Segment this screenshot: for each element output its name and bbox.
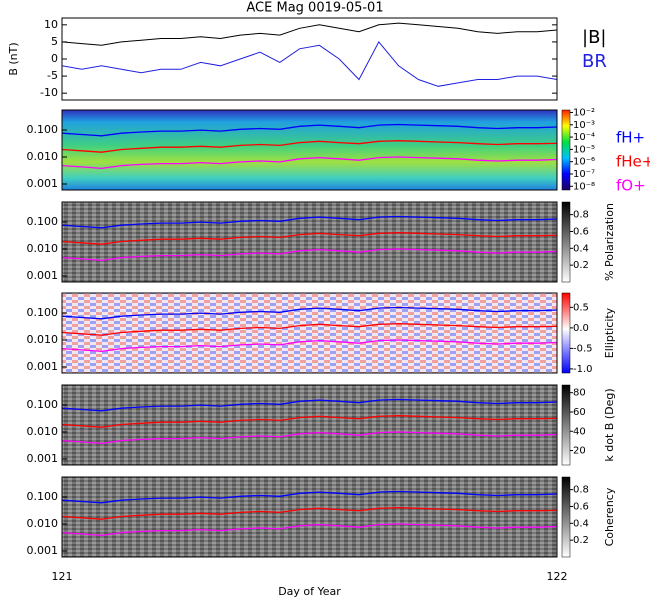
y-tick-label: 0.001 [27, 452, 59, 465]
legend-entry: fHe+ [616, 153, 650, 171]
legend-entry: fO+ [616, 177, 646, 195]
colorbar [561, 384, 571, 466]
colorbar-tick-label: -1.0 [573, 364, 593, 375]
legend-entry: fH+ [616, 129, 645, 147]
colorbar-tick-label: 10⁻⁵ [573, 144, 595, 155]
data-line [61, 215, 558, 229]
plot-frame [61, 201, 558, 283]
colorbar-tick-label: 0.4 [573, 518, 589, 529]
legend-entry: BR [582, 51, 607, 72]
colorbar [561, 109, 571, 191]
data-line [61, 41, 558, 87]
plot-frame [61, 292, 558, 374]
colorbar-tick-label: 10⁻⁸ [573, 181, 595, 192]
data-line [61, 339, 558, 353]
colorbar-tick-label: 10⁻⁶ [573, 157, 595, 168]
spectrogram-image [62, 477, 557, 557]
y-tick-label: -10 [40, 86, 58, 99]
colorbar [561, 201, 571, 283]
data-line [61, 232, 558, 245]
colorbar-tick-label: 10⁻⁷ [573, 169, 595, 180]
y-tick-label: 0 [51, 52, 58, 65]
y-tick-label: 0.100 [27, 215, 59, 228]
data-line [61, 248, 558, 262]
plot-frame [61, 384, 558, 466]
y-tick-label: 0.010 [27, 150, 59, 163]
colorbar-tick-label: 0.6 [573, 226, 589, 237]
y-tick-label: 0.001 [27, 360, 59, 373]
data-line [61, 156, 558, 170]
y-axis-label: B (nT) [7, 42, 20, 75]
y-tick-label: 0.010 [27, 425, 59, 438]
y-tick-label: 0.100 [27, 398, 59, 411]
data-line [61, 523, 558, 537]
spectrogram-image [62, 293, 557, 373]
x-axis-label: Day of Year [278, 585, 341, 598]
colorbar-tick-label: 80 [573, 388, 586, 399]
colorbar-tick-label: 10⁻² [573, 107, 595, 118]
data-line [61, 490, 558, 504]
data-line [61, 306, 558, 320]
y-tick-label: 5 [51, 35, 58, 48]
data-line [61, 507, 558, 520]
colorbar-tick-label: 0.2 [573, 260, 589, 271]
colorbar [561, 292, 571, 374]
colorbar-tick-label: 0.6 [573, 501, 589, 512]
y-tick-label: 0.010 [27, 333, 59, 346]
y-tick-label: 0.001 [27, 177, 59, 190]
data-line [61, 140, 558, 153]
colorbar-tick-label: 0.5 [573, 302, 589, 313]
data-line [61, 431, 558, 445]
colorbar [561, 476, 571, 558]
colorbar-tick-label: 0.2 [573, 535, 589, 546]
y-tick-label: 0.100 [27, 490, 59, 503]
plot-frame [61, 109, 558, 191]
colorbar-tick-label: 0.4 [573, 243, 589, 254]
y-tick-label: 0.001 [27, 544, 59, 557]
x-tick-label: 122 [547, 570, 568, 583]
data-line [61, 323, 558, 336]
colorbar-tick-label: 0.0 [573, 323, 589, 334]
spectrogram-image [62, 202, 557, 282]
y-tick-label: 0.100 [27, 306, 59, 319]
spectrogram-image [62, 385, 557, 465]
data-line [61, 22, 558, 46]
data-line [61, 123, 558, 137]
y-tick-label: 10 [44, 18, 58, 31]
spectrogram-image [62, 110, 557, 190]
y-tick-label: 0.100 [27, 123, 59, 136]
colorbar-tick-label: 10⁻³ [573, 120, 595, 131]
y-tick-label: 0.010 [27, 517, 59, 530]
colorbar-label: Coherency [603, 487, 616, 546]
colorbar-label: % Polarization [603, 203, 616, 281]
y-tick-label: -5 [47, 69, 58, 82]
data-line [61, 415, 558, 428]
colorbar-label: Ellipticity [603, 307, 616, 358]
colorbar-tick-label: 10⁻⁴ [573, 132, 595, 143]
colorbar-label: k dot B (Deg) [603, 388, 616, 461]
colorbar-tick-label: 40 [573, 426, 586, 437]
plot-frame [61, 17, 558, 101]
colorbar-tick-label: -0.5 [573, 343, 593, 354]
x-tick-label: 121 [52, 570, 73, 583]
y-tick-label: 0.010 [27, 242, 59, 255]
colorbar-tick-label: 0.8 [573, 485, 589, 496]
colorbar-tick-label: 0.8 [573, 210, 589, 221]
plot-frame [61, 476, 558, 558]
y-tick-label: 0.001 [27, 269, 59, 282]
legend-entry: |B| [582, 27, 606, 48]
data-line [61, 398, 558, 412]
colorbar-tick-label: 20 [573, 446, 586, 457]
title: ACE Mag 0019-05-01 [246, 1, 383, 16]
colorbar-tick-label: 60 [573, 407, 586, 418]
